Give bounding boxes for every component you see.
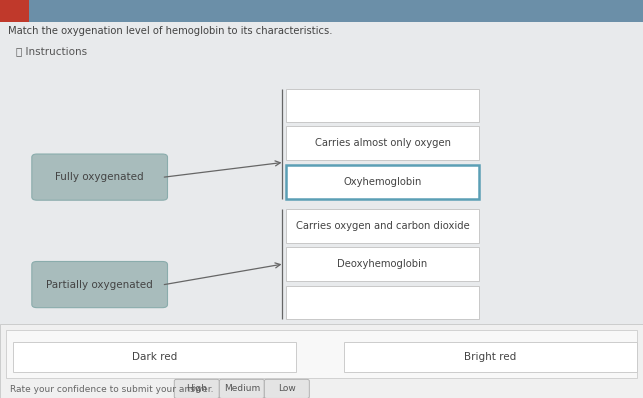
FancyBboxPatch shape: [286, 286, 479, 319]
Text: Bright red: Bright red: [464, 352, 516, 362]
Text: High: High: [186, 384, 207, 393]
FancyBboxPatch shape: [0, 324, 643, 398]
FancyBboxPatch shape: [0, 0, 643, 22]
FancyBboxPatch shape: [32, 261, 167, 308]
Text: Medium: Medium: [224, 384, 260, 393]
FancyBboxPatch shape: [6, 330, 637, 378]
FancyBboxPatch shape: [0, 0, 29, 22]
FancyBboxPatch shape: [174, 379, 219, 398]
Text: Oxyhemoglobin: Oxyhemoglobin: [343, 177, 422, 187]
Text: ⓘ Instructions: ⓘ Instructions: [16, 46, 87, 56]
Text: Low: Low: [278, 384, 296, 393]
FancyBboxPatch shape: [344, 342, 637, 372]
FancyBboxPatch shape: [286, 247, 479, 281]
Text: Carries oxygen and carbon dioxide: Carries oxygen and carbon dioxide: [296, 221, 469, 231]
Text: Fully oxygenated: Fully oxygenated: [55, 172, 144, 182]
FancyBboxPatch shape: [286, 127, 479, 160]
FancyBboxPatch shape: [264, 379, 309, 398]
FancyBboxPatch shape: [286, 165, 479, 199]
Text: Dark red: Dark red: [132, 352, 177, 362]
FancyBboxPatch shape: [32, 154, 167, 200]
Text: Carries almost only oxygen: Carries almost only oxygen: [314, 138, 451, 148]
FancyBboxPatch shape: [219, 379, 264, 398]
FancyBboxPatch shape: [13, 342, 296, 372]
Text: Deoxyhemoglobin: Deoxyhemoglobin: [338, 259, 428, 269]
Text: Rate your confidence to submit your answer.: Rate your confidence to submit your answ…: [10, 385, 213, 394]
Text: Match the oxygenation level of hemoglobin to its characteristics.: Match the oxygenation level of hemoglobi…: [8, 26, 332, 36]
FancyBboxPatch shape: [286, 209, 479, 243]
FancyBboxPatch shape: [286, 89, 479, 123]
Text: Partially oxygenated: Partially oxygenated: [46, 279, 153, 290]
